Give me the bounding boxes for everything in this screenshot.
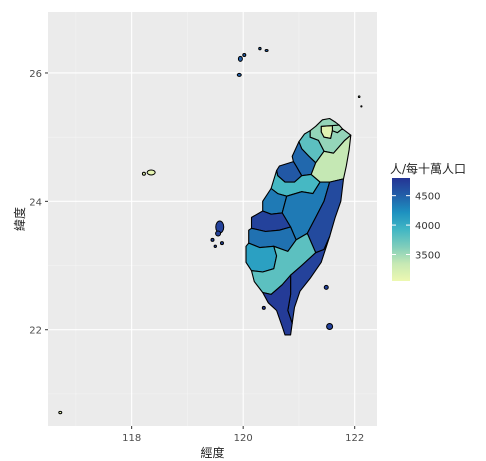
legend-ticks: 3500 4000 4500 — [392, 192, 440, 262]
region-pingtung — [262, 274, 293, 336]
y-axis: 22 24 26 — [29, 69, 48, 337]
orchid-island — [326, 323, 334, 331]
region-kinmen — [146, 169, 156, 176]
legend-label: 3500 — [415, 251, 440, 262]
lienchiang-islet — [258, 46, 262, 51]
outlying-islands — [58, 46, 363, 415]
x-axis: 118 120 122 — [122, 426, 364, 444]
y-tick-label: 26 — [29, 69, 42, 80]
northeast-islet — [357, 95, 361, 99]
legend-label: 4500 — [415, 192, 440, 203]
region-tainan — [245, 242, 278, 273]
kinmen-islet — [141, 171, 146, 176]
region-lienchiang — [237, 55, 243, 62]
legend-label: 4000 — [415, 221, 440, 232]
legend-title: 人/每十萬人口 — [390, 161, 466, 176]
penghu-islet — [210, 237, 215, 242]
green-island — [323, 284, 329, 290]
liuqiu-islet — [261, 305, 266, 310]
penghu-islet — [219, 241, 224, 246]
y-axis-title: 緯度 — [12, 207, 27, 231]
x-tick-label: 120 — [234, 433, 253, 444]
x-tick-label: 122 — [345, 433, 364, 444]
lienchiang-islet — [264, 49, 269, 53]
penghu-islet — [215, 230, 222, 237]
lienchiang-islet — [242, 53, 247, 58]
penghu-islet — [213, 244, 217, 248]
pratas-islet — [58, 410, 63, 415]
x-tick-label: 118 — [122, 433, 141, 444]
x-axis-title: 經度 — [200, 445, 224, 460]
northeast-islet — [360, 105, 363, 108]
lienchiang-islet — [236, 72, 242, 77]
map-regions — [245, 117, 352, 336]
legend: 人/每十萬人口 3500 4000 4500 — [390, 161, 466, 281]
legend-colorbar — [392, 178, 410, 281]
y-tick-label: 24 — [29, 197, 42, 208]
y-tick-label: 22 — [29, 326, 42, 337]
